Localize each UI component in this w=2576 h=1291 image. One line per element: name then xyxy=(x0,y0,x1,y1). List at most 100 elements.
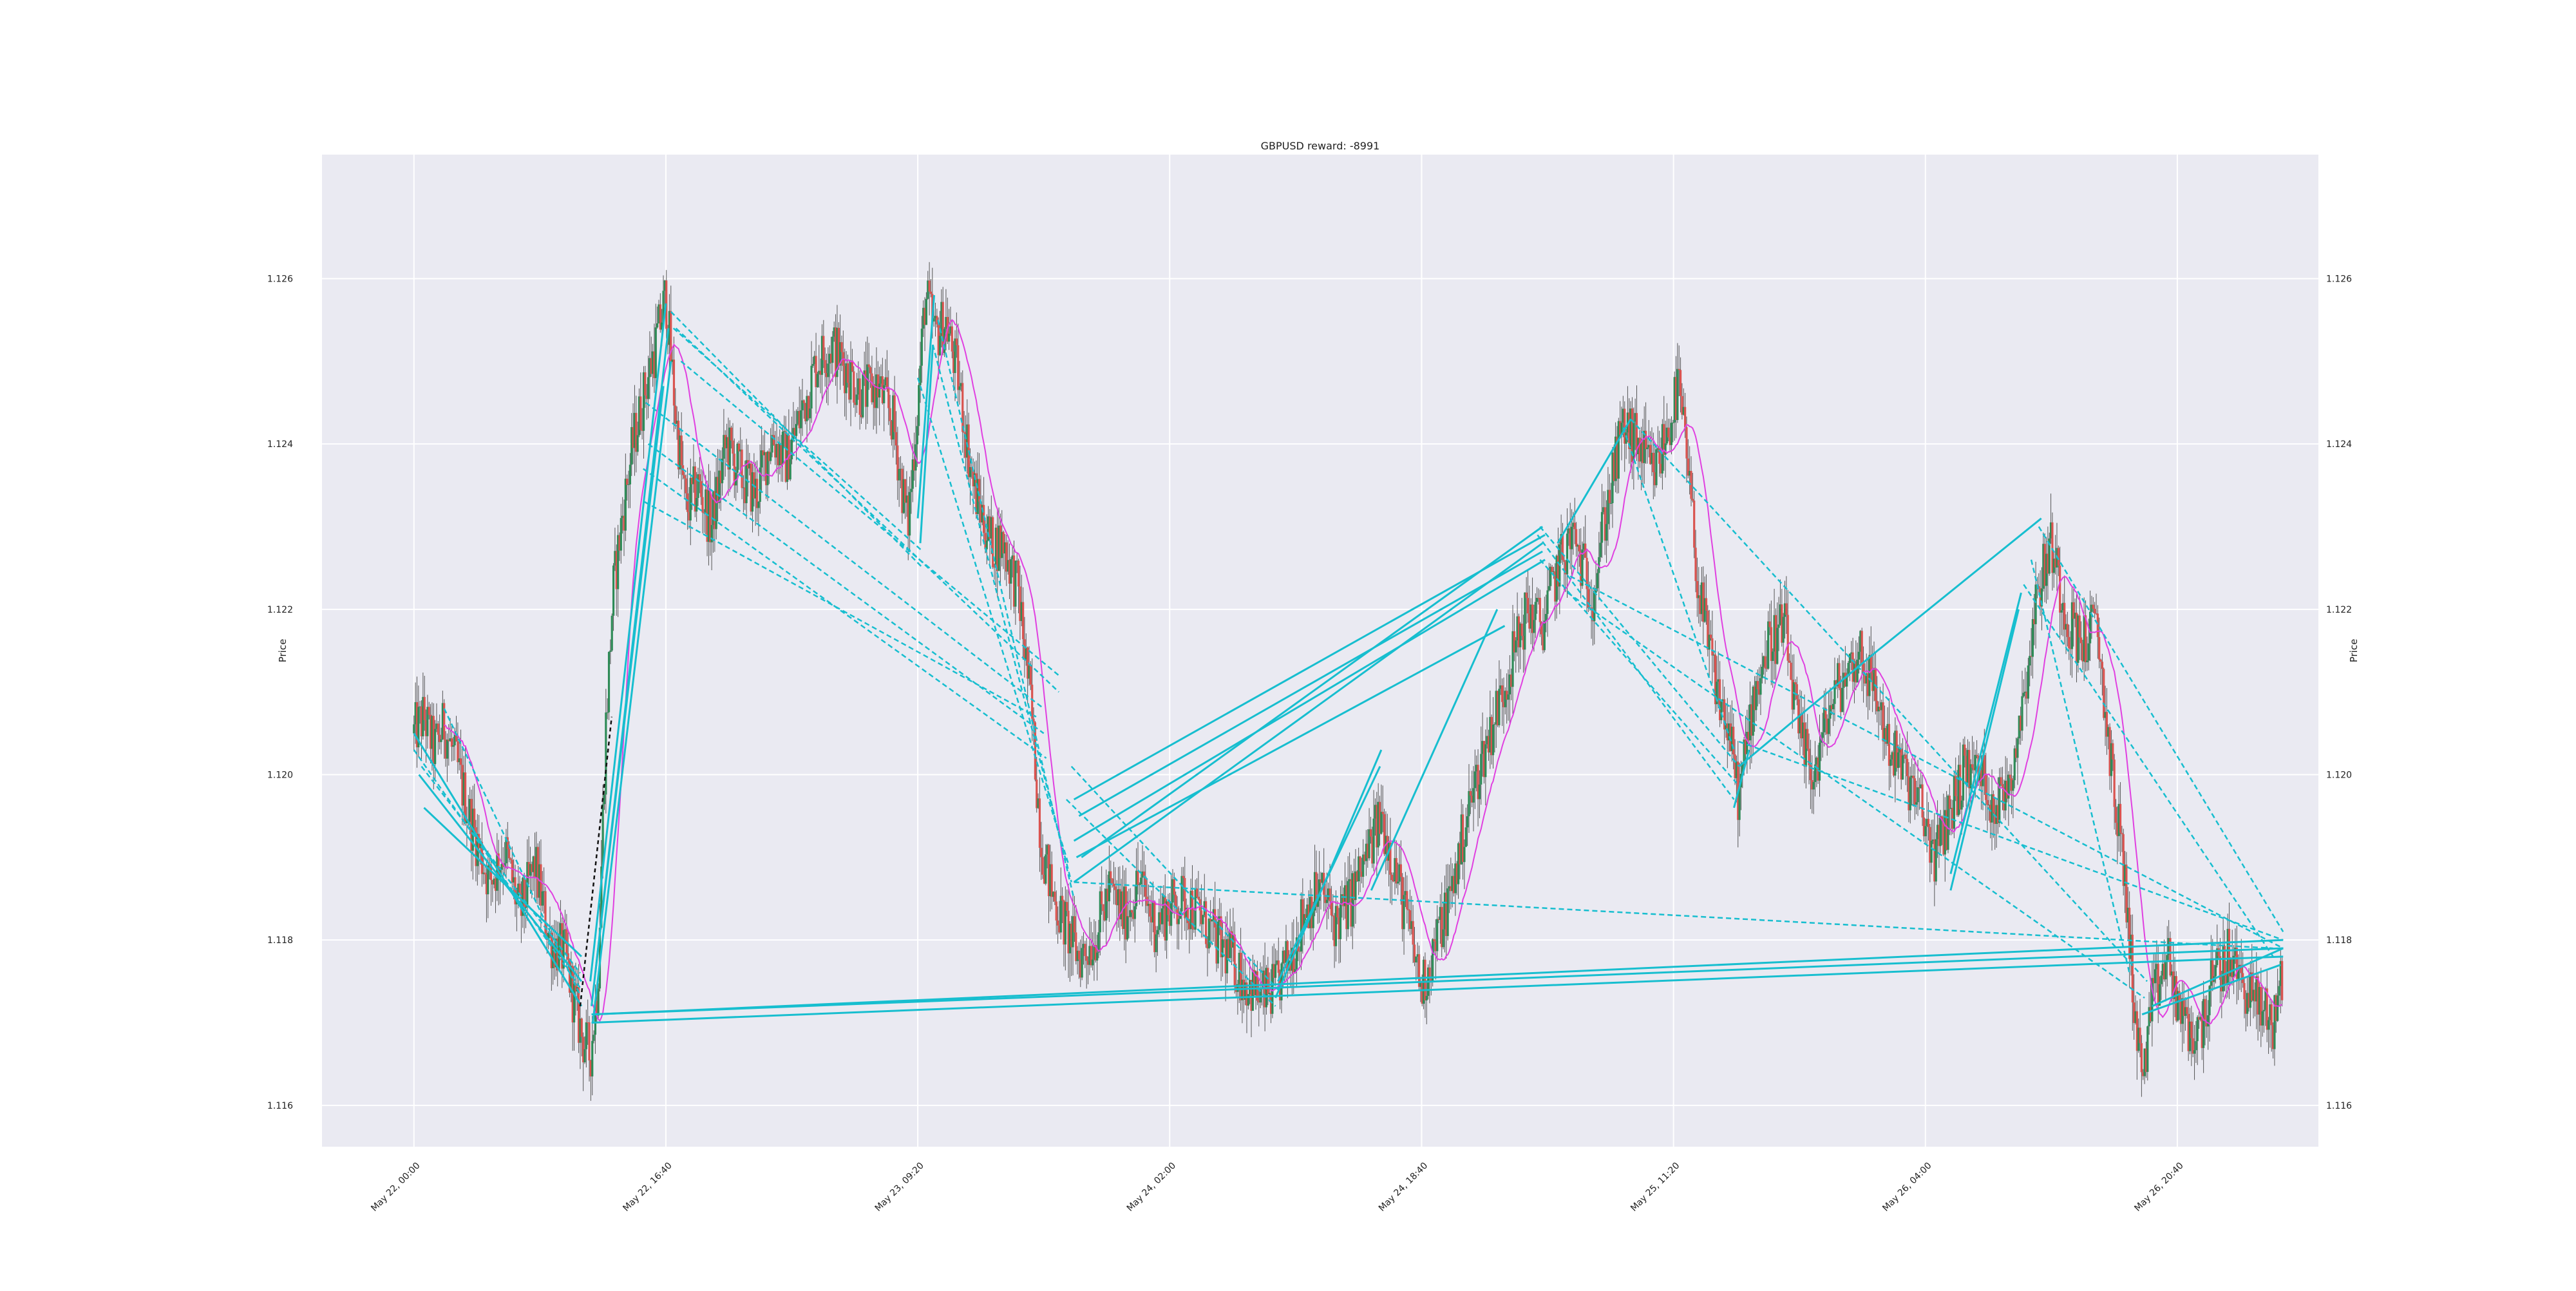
candle-down xyxy=(1959,765,1962,810)
candle-down xyxy=(2094,608,2096,614)
candle-up xyxy=(2146,1026,2149,1072)
candle-down xyxy=(837,327,840,366)
candle-down xyxy=(1862,663,1865,674)
candle-up xyxy=(2107,727,2110,737)
candle-up xyxy=(827,363,829,378)
candle-down xyxy=(2142,1072,2145,1076)
candle-down xyxy=(1430,978,1432,982)
candle-up xyxy=(1548,586,1550,591)
candle-up xyxy=(2110,743,2113,776)
candle-up xyxy=(1560,533,1562,545)
candle-up xyxy=(2074,613,2076,619)
candle-up xyxy=(2024,691,2027,693)
candle-down xyxy=(1367,843,1369,859)
candle-down xyxy=(1209,919,1212,922)
candle-up xyxy=(1767,621,1770,669)
candle-down xyxy=(1895,731,1898,769)
candle-up xyxy=(1721,699,1724,702)
candle-up xyxy=(2117,803,2120,836)
candle-down xyxy=(1986,799,1989,805)
candle-down xyxy=(819,370,822,375)
candle-down xyxy=(755,479,759,508)
candle-down xyxy=(1220,916,1222,957)
candle-down xyxy=(876,374,879,397)
candle-down xyxy=(1955,776,1957,796)
candle-down xyxy=(2079,637,2083,644)
candle-down xyxy=(2066,624,2069,637)
candle-up xyxy=(1463,846,1466,863)
candle-down xyxy=(824,359,826,374)
candle-up xyxy=(1717,679,1719,682)
candle-down xyxy=(444,739,447,759)
candle-up xyxy=(938,336,942,356)
candle-up xyxy=(1318,879,1321,901)
candle-down xyxy=(2201,1017,2203,1048)
candle-down xyxy=(587,1022,589,1023)
candle-down xyxy=(1613,452,1615,481)
candle-up xyxy=(2277,995,2279,1021)
trade-line-dashed xyxy=(1539,559,1738,784)
candle-up xyxy=(630,426,633,465)
trade-line-dashed xyxy=(413,749,582,990)
candle-up xyxy=(1473,771,1476,789)
candle-up xyxy=(656,323,659,328)
candle-down xyxy=(2068,636,2070,649)
candle-up xyxy=(2126,908,2129,923)
candle-up xyxy=(976,479,979,514)
candle-down xyxy=(1964,744,1966,756)
candle-up xyxy=(1549,566,1552,586)
candle-down xyxy=(2057,548,2060,566)
candle-down xyxy=(1298,951,1301,952)
candle-down xyxy=(1983,755,1985,774)
candle-down xyxy=(701,497,704,513)
candle-down xyxy=(1506,691,1508,700)
candle-down xyxy=(1985,773,1987,800)
candle-down xyxy=(1102,904,1104,912)
trade-line-solid xyxy=(1073,534,1546,801)
candle-down xyxy=(1332,915,1334,917)
trade-line-dashed xyxy=(2023,584,2274,957)
candle-up xyxy=(446,740,449,759)
candle-up xyxy=(1730,727,1733,751)
candle-up xyxy=(1141,871,1144,878)
candle-down xyxy=(550,932,553,968)
candle-up xyxy=(2049,522,2052,539)
candle-up xyxy=(2262,1009,2266,1011)
candle-up xyxy=(1255,971,1257,995)
trade-line-dashed xyxy=(647,443,1045,734)
candle-up xyxy=(1162,896,1165,909)
candle-up xyxy=(710,524,713,542)
candle-up xyxy=(1930,841,1933,863)
candle-up xyxy=(417,707,420,748)
candle-down xyxy=(777,444,780,466)
candle-down xyxy=(2140,1043,2143,1073)
candle-up xyxy=(1682,406,1685,415)
candle-down xyxy=(1564,562,1567,575)
candle-down xyxy=(1900,748,1902,780)
candle-up xyxy=(855,394,858,405)
candle-up xyxy=(1093,944,1095,960)
candle-up xyxy=(1832,703,1835,709)
candle-down xyxy=(1115,890,1118,906)
candle-down xyxy=(951,326,953,352)
candle-up xyxy=(1105,888,1108,921)
candle-up xyxy=(1991,794,1993,823)
candle-up xyxy=(820,336,824,375)
candle-up xyxy=(621,515,624,519)
candle-up xyxy=(1877,706,1880,712)
candle-up xyxy=(1007,560,1009,572)
candle-up xyxy=(1939,816,1942,846)
candle-up xyxy=(811,364,814,366)
candle-down xyxy=(589,1060,592,1076)
candle-down xyxy=(1066,902,1068,911)
candle-down xyxy=(802,400,805,403)
trade-line-solid xyxy=(1877,517,2042,652)
candle-down xyxy=(1864,674,1866,684)
candle-down xyxy=(1540,622,1543,635)
candle-down xyxy=(1879,706,1881,711)
trade-line-solid xyxy=(1733,749,1750,808)
candle-up xyxy=(2188,1021,2192,1051)
candle-down xyxy=(2223,946,2226,977)
candle-down xyxy=(1687,458,1689,476)
candle-up xyxy=(800,410,802,428)
